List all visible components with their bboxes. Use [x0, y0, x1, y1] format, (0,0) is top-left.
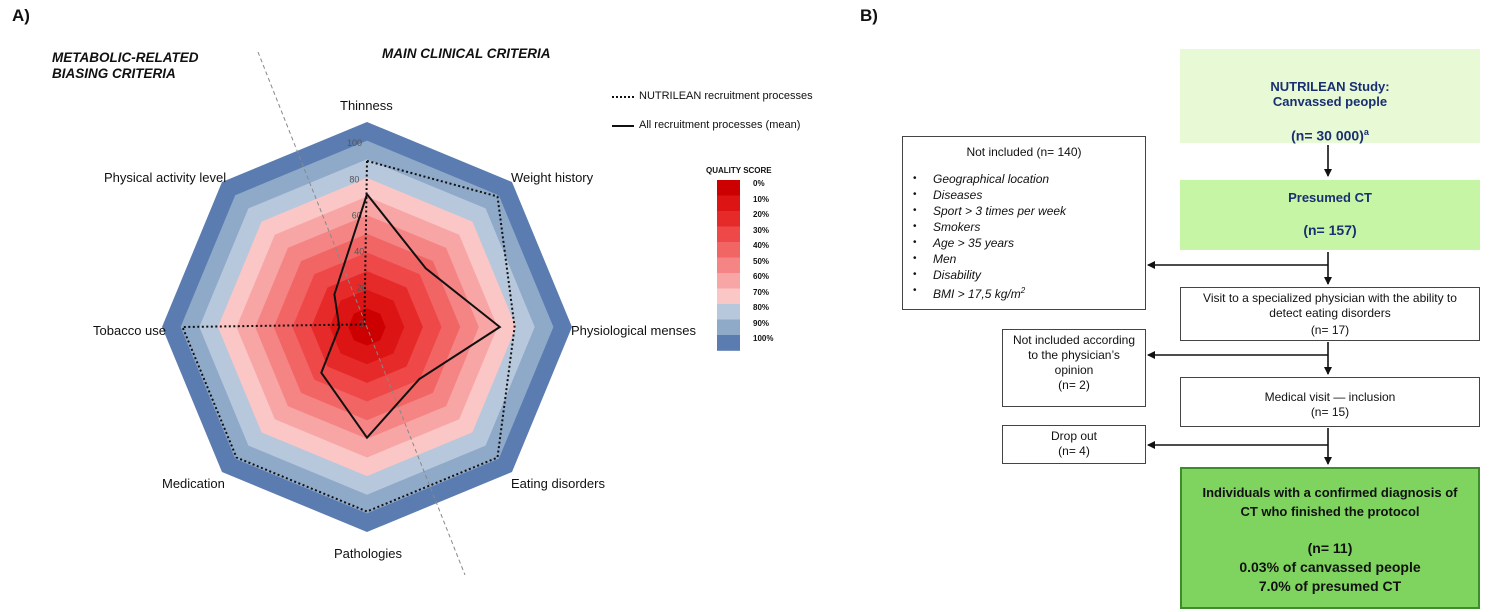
quality-score-label: 100% — [753, 334, 773, 343]
confirmed-line2: CT who finished the protocol — [1182, 502, 1478, 521]
physician-line3: opinion — [1003, 363, 1145, 378]
quality-score-swatch — [717, 242, 740, 258]
panel-b-letter: B) — [860, 6, 878, 26]
confirmed-n: (n= 11) — [1182, 539, 1478, 558]
quality-score-swatch — [717, 273, 740, 289]
presumed-n: (n= 157) — [1180, 222, 1480, 238]
box-physician-excluded: Not included according to the physician’… — [1002, 329, 1146, 407]
quality-score-swatch — [717, 180, 740, 196]
quality-score-swatch — [717, 335, 740, 351]
list-item: Age > 35 years — [933, 235, 1145, 251]
physician-line2: to the physician’s — [1003, 348, 1145, 363]
quality-score-swatch — [717, 304, 740, 320]
quality-score-swatch — [717, 227, 740, 243]
box-specialized-visit: Visit to a specialized physician with th… — [1180, 287, 1480, 341]
box-confirmed-diagnosis: Individuals with a confirmed diagnosis o… — [1180, 467, 1480, 609]
presumed-title: Presumed CT — [1180, 190, 1480, 205]
quality-score-label: 10% — [753, 195, 769, 204]
canvassed-footnote-marker: a — [1364, 127, 1369, 137]
radial-tick-label: 100 — [347, 138, 362, 148]
quality-score-swatch — [717, 211, 740, 227]
box-medical-visit: Medical visit — inclusion (n= 15) — [1180, 377, 1480, 427]
visit-n: (n= 17) — [1181, 323, 1479, 338]
quality-score-swatch — [717, 258, 740, 274]
quality-score-swatch — [717, 320, 740, 336]
legend-nutrilean-label: NUTRILEAN recruitment processes — [639, 90, 813, 102]
axis-label-medication: Medication — [162, 476, 225, 491]
canvassed-line2: Canvassed people — [1180, 94, 1480, 109]
box-not-included: Not included (n= 140) Geographical locat… — [902, 136, 1146, 310]
dropout-n: (n= 4) — [1003, 444, 1145, 459]
box-presumed-ct: Presumed CT (n= 157) — [1180, 180, 1480, 250]
canvassed-line1: NUTRILEAN Study: — [1180, 79, 1480, 94]
list-item: Smokers — [933, 219, 1145, 235]
not-included-list: Geographical location Diseases Sport > 3… — [903, 171, 1145, 302]
dropout-line1: Drop out — [1003, 429, 1145, 444]
axis-label-eating-disorders: Eating disorders — [511, 476, 605, 491]
quality-score-label: 30% — [753, 226, 769, 235]
physician-n: (n= 2) — [1003, 378, 1145, 393]
confirmed-pct-canvassed: 0.03% of canvassed people — [1182, 558, 1478, 577]
axis-label-thinness: Thinness — [340, 98, 393, 113]
axis-label-physiological-menses: Physiological menses — [571, 323, 696, 338]
bmi-superscript: 2 — [1021, 286, 1025, 295]
quality-score-swatch — [717, 289, 740, 305]
quality-score-bar — [717, 180, 740, 351]
visit-line1: Visit to a specialized physician with th… — [1181, 291, 1479, 306]
medical-line1: Medical visit — inclusion — [1181, 390, 1479, 405]
axis-label-physical-activity: Physical activity level — [104, 170, 226, 185]
axis-label-tobacco-use: Tobacco use — [93, 323, 166, 338]
legend-all-label: All recruitment processes (mean) — [639, 119, 800, 131]
axis-label-weight-history: Weight history — [511, 170, 593, 185]
canvassed-n: (n= 30 000) — [1291, 128, 1364, 144]
list-item: Geographical location — [933, 171, 1145, 187]
box-dropout: Drop out (n= 4) — [1002, 425, 1146, 464]
quality-score-swatch — [717, 196, 740, 212]
medical-n: (n= 15) — [1181, 405, 1479, 420]
radial-tick-label: 80 — [349, 174, 359, 184]
list-item: BMI > 17,5 kg/m2 — [933, 283, 1145, 302]
physician-line1: Not included according — [1003, 333, 1145, 348]
quality-score-label: 50% — [753, 257, 769, 266]
quality-score-label: 0% — [753, 179, 765, 188]
quality-score-label: 60% — [753, 272, 769, 281]
axis-label-pathologies: Pathologies — [334, 546, 402, 561]
quality-score-label: 90% — [753, 319, 769, 328]
list-item: Disability — [933, 267, 1145, 283]
radial-tick-label: 40 — [354, 247, 364, 257]
confirmed-pct-presumed: 7.0% of presumed CT — [1182, 577, 1478, 596]
confirmed-line1: Individuals with a confirmed diagnosis o… — [1182, 483, 1478, 502]
list-item: Diseases — [933, 187, 1145, 203]
quality-score-label: 80% — [753, 303, 769, 312]
bmi-text: BMI > 17,5 kg/m — [933, 287, 1021, 301]
list-item: Men — [933, 251, 1145, 267]
not-included-title: Not included (n= 140) — [903, 145, 1145, 159]
box-canvassed-people: NUTRILEAN Study: Canvassed people (n= 30… — [1180, 49, 1480, 143]
visit-line2: detect eating disorders — [1181, 306, 1479, 321]
list-item: Sport > 3 times per week — [933, 203, 1145, 219]
quality-score-title: QUALITY SCORE — [706, 166, 772, 175]
quality-score-label: 40% — [753, 241, 769, 250]
quality-score-label: 20% — [753, 210, 769, 219]
quality-score-label: 70% — [753, 288, 769, 297]
